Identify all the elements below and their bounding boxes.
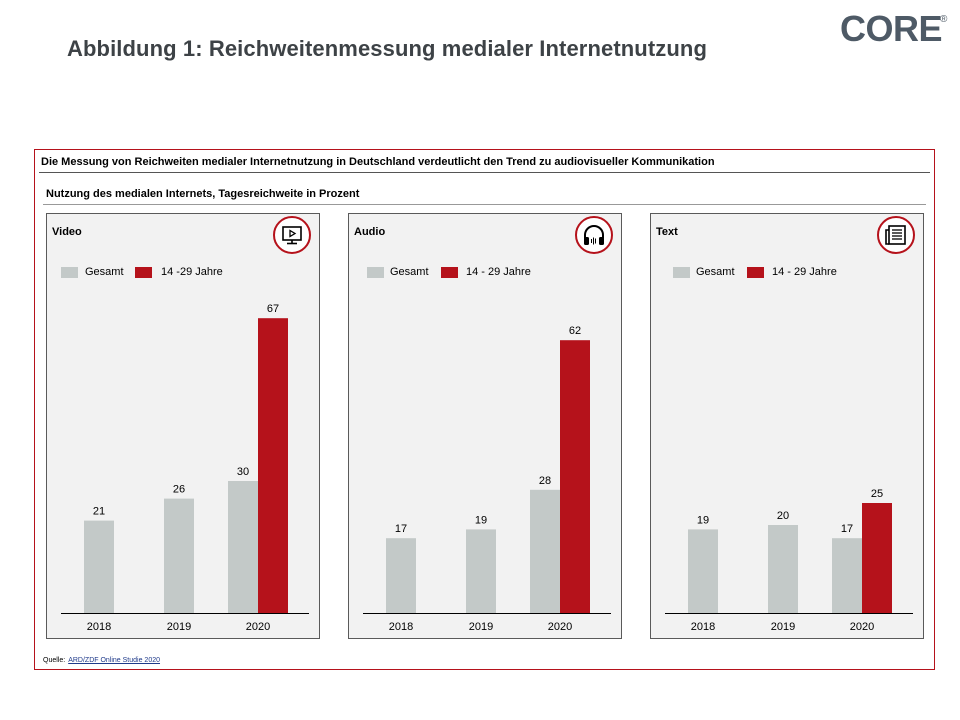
legend-label-young: 14 - 29 Jahre bbox=[466, 266, 531, 278]
bar-gesamt-2020 bbox=[832, 538, 862, 613]
bar-gesamt-2020 bbox=[228, 481, 258, 613]
x-tick-label-2018: 2018 bbox=[389, 621, 413, 633]
chart-frame: Die Messung von Reichweiten medialer Int… bbox=[34, 149, 935, 670]
panel-title: Audio bbox=[354, 226, 386, 238]
bar-gesamt-2019 bbox=[466, 529, 496, 613]
legend-swatch-gesamt bbox=[673, 267, 690, 278]
bar-chart-video: 21 2018 26 2019 30 67 2020 bbox=[61, 303, 309, 633]
legend-label-gesamt: Gesamt bbox=[696, 266, 735, 278]
source-label: Quelle: bbox=[43, 657, 66, 664]
x-tick-label-2020: 2020 bbox=[246, 621, 270, 633]
legend-label-young: 14 -29 Jahre bbox=[161, 266, 223, 278]
panel-title: Video bbox=[52, 226, 82, 238]
x-tick-label-2019: 2019 bbox=[469, 621, 493, 633]
subheadline-divider bbox=[43, 204, 926, 205]
legend-swatch-young bbox=[135, 267, 152, 278]
bar-gesamt-2018 bbox=[84, 520, 114, 613]
data-label-gesamt-2019: 19 bbox=[475, 514, 487, 526]
data-label-gesamt-2020: 17 bbox=[841, 523, 853, 535]
data-label-young-2020: 25 bbox=[871, 488, 883, 500]
bar-gesamt-2020 bbox=[530, 489, 560, 613]
panel-text: Text Gesamt 14 - 29 Jahre 19 2018 20 2019 17… bbox=[650, 213, 924, 639]
registered-mark: ® bbox=[940, 14, 948, 25]
bar-chart-audio: 17 2018 19 2019 28 62 2020 bbox=[363, 325, 611, 633]
x-tick-label-2020: 2020 bbox=[850, 621, 874, 633]
legend-swatch-gesamt bbox=[61, 267, 78, 278]
data-label-gesamt-2018: 21 bbox=[93, 506, 105, 518]
newspaper-icon bbox=[877, 216, 915, 254]
legend-label-young: 14 - 29 Jahre bbox=[772, 266, 837, 278]
x-tick-label-2019: 2019 bbox=[771, 621, 795, 633]
chart-subheadline: Nutzung des medialen Internets, Tagesrei… bbox=[46, 188, 360, 200]
panel-title: Text bbox=[656, 226, 678, 238]
x-tick-label-2018: 2018 bbox=[691, 621, 715, 633]
headphones-icon bbox=[575, 216, 613, 254]
bar-gesamt-2018 bbox=[688, 529, 718, 613]
data-label-gesamt-2020: 30 bbox=[237, 466, 249, 478]
legend-swatch-young bbox=[747, 267, 764, 278]
x-tick-label-2018: 2018 bbox=[87, 621, 111, 633]
x-tick-label-2019: 2019 bbox=[167, 621, 191, 633]
chart-headline: Die Messung von Reichweiten medialer Int… bbox=[41, 156, 715, 168]
legend-swatch-gesamt bbox=[367, 267, 384, 278]
data-label-gesamt-2019: 20 bbox=[777, 510, 789, 522]
source-link[interactable]: ARD/ZDF Online Studie 2020 bbox=[68, 657, 161, 664]
data-label-gesamt-2018: 19 bbox=[697, 514, 709, 526]
data-label-gesamt-2018: 17 bbox=[395, 523, 407, 535]
x-tick-label-2020: 2020 bbox=[548, 621, 572, 633]
data-label-gesamt-2019: 26 bbox=[173, 484, 185, 496]
bar-gesamt-2018 bbox=[386, 538, 416, 613]
core-logo: CORE bbox=[840, 8, 943, 49]
data-label-young-2020: 67 bbox=[267, 303, 279, 315]
panel-audio: Audio Gesamt 14 - 29 Jahre 17 2018 19 2019 2… bbox=[348, 213, 622, 639]
data-label-young-2020: 62 bbox=[569, 325, 581, 337]
bar-young-2020 bbox=[258, 318, 288, 613]
bar-chart-text: 19 2018 20 2019 17 25 2020 bbox=[665, 488, 913, 633]
page-title: Abbildung 1: Reichweitenmessung medialer… bbox=[67, 36, 707, 61]
bar-young-2020 bbox=[560, 340, 590, 613]
legend-label-gesamt: Gesamt bbox=[390, 266, 429, 278]
legend-label-gesamt: Gesamt bbox=[85, 266, 124, 278]
data-label-gesamt-2020: 28 bbox=[539, 475, 551, 487]
source-note: Quelle: ARD/ZDF Online Studie 2020 bbox=[43, 657, 160, 664]
panel-video: Video Gesamt 14 -29 Jahre 21 2018 26 2019 30… bbox=[46, 213, 320, 639]
headline-divider bbox=[39, 172, 930, 173]
video-screen-icon bbox=[273, 216, 311, 254]
bar-gesamt-2019 bbox=[164, 498, 194, 613]
bar-gesamt-2019 bbox=[768, 525, 798, 613]
legend-swatch-young bbox=[441, 267, 458, 278]
bar-young-2020 bbox=[862, 503, 892, 613]
